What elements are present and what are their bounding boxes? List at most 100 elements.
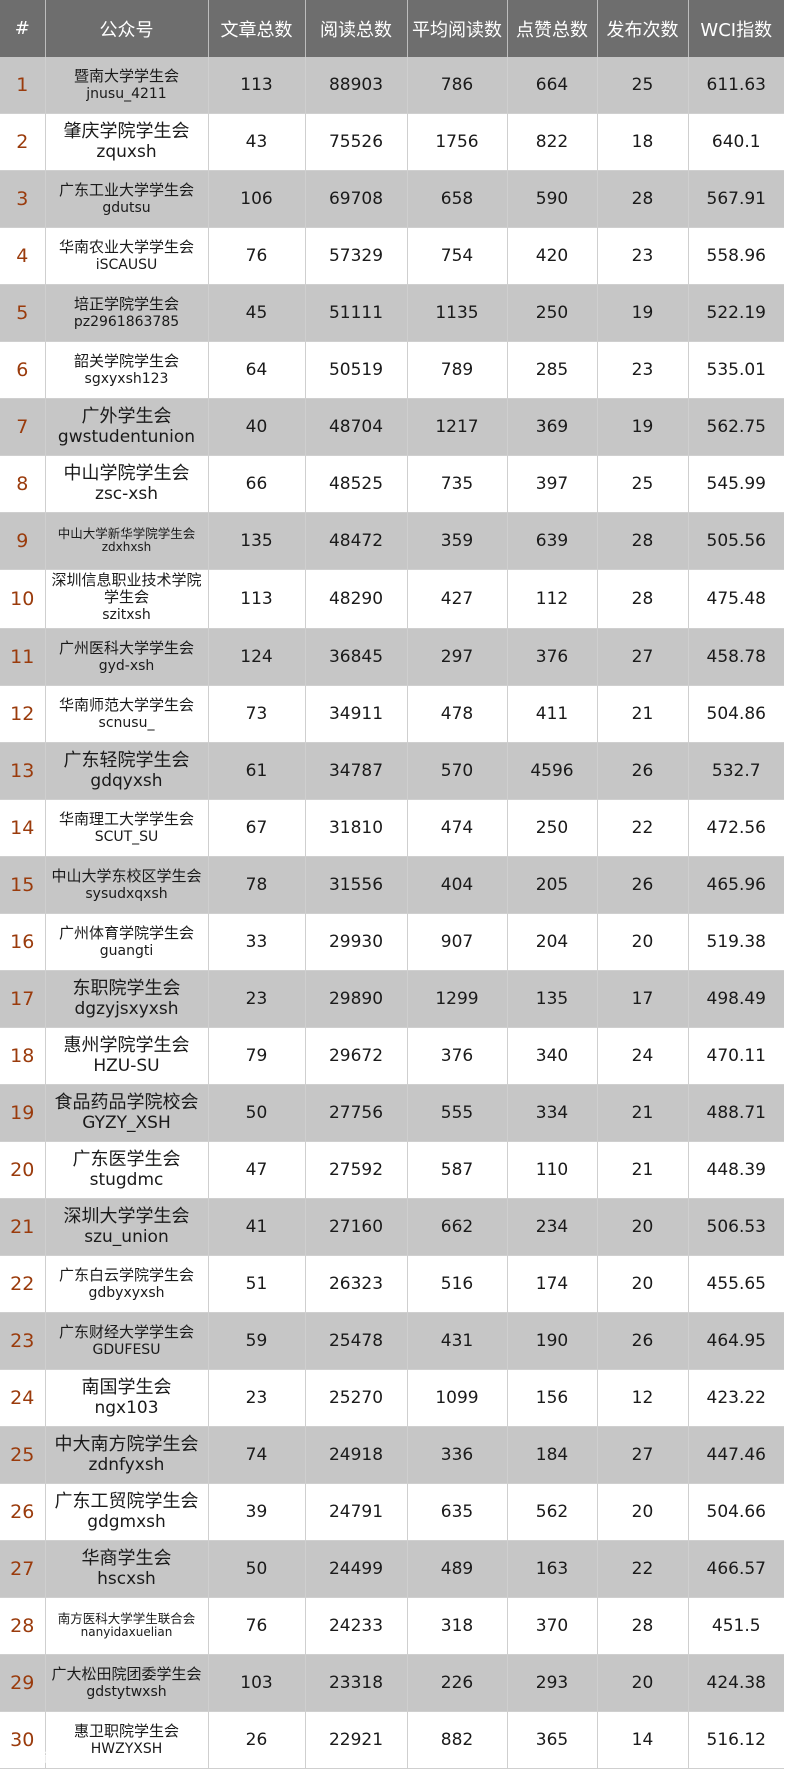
header-posts: 发布次数 <box>597 0 689 57</box>
account-name: 培正学院学生会 <box>73 295 179 314</box>
posts-cell: 26 <box>597 1312 689 1370</box>
posts-cell: 12 <box>597 1369 689 1427</box>
account-id: gdbyxyxsh <box>88 1284 165 1301</box>
reads-cell: 31556 <box>305 856 408 914</box>
avg-reads-cell: 635 <box>407 1483 508 1541</box>
account-id: guangti <box>99 942 154 959</box>
posts-cell: 20 <box>597 913 689 971</box>
wci-cell: 506.53 <box>688 1198 784 1256</box>
account-cell: 华南师范大学学生会 scnusu_ <box>45 685 209 743</box>
account-id: GDUFESU <box>92 1341 161 1358</box>
articles-cell: 76 <box>208 1597 306 1655</box>
avg-reads-cell: 570 <box>407 742 508 800</box>
reads-cell: 48472 <box>305 512 408 570</box>
rank-cell: 13 <box>0 742 46 800</box>
reads-cell: 23318 <box>305 1654 408 1712</box>
account-id: iSCAUSU <box>95 256 158 273</box>
posts-cell: 23 <box>597 341 689 399</box>
wci-cell: 562.75 <box>688 398 784 456</box>
articles-cell: 135 <box>208 512 306 570</box>
account-name: 惠州学院学生会 <box>63 1034 190 1056</box>
rank-cell: 3 <box>0 170 46 228</box>
account-cell: 广东医学生会 stugdmc <box>45 1141 209 1199</box>
account-name: 东职院学生会 <box>72 977 181 999</box>
wci-cell: 498.49 <box>688 970 784 1028</box>
table-row: 11 广州医科大学学生会 gyd-xsh 124 36845 297 376 27 458.78 <box>0 628 784 686</box>
posts-cell: 27 <box>597 1426 689 1484</box>
avg-reads-cell: 735 <box>407 455 508 513</box>
reads-cell: 48704 <box>305 398 408 456</box>
likes-cell: 293 <box>507 1654 598 1712</box>
rank-cell: 23 <box>0 1312 46 1370</box>
table-row: 29 广大松田院团委学生会 gdstytwxsh 103 23318 226 293 20 42… <box>0 1654 784 1712</box>
avg-reads-cell: 376 <box>407 1027 508 1085</box>
articles-cell: 50 <box>208 1084 306 1142</box>
posts-cell: 20 <box>597 1483 689 1541</box>
account-name: 中大南方院学生会 <box>54 1433 199 1455</box>
likes-cell: 112 <box>507 569 598 629</box>
account-id: gyd-xsh <box>98 657 155 674</box>
account-cell: 中山学院学生会 zsc-xsh <box>45 455 209 513</box>
account-name: 广东工业大学学生会 <box>58 181 194 200</box>
account-id: HZU-SU <box>93 1055 160 1076</box>
account-name: 华南农业大学学生会 <box>58 238 194 257</box>
avg-reads-cell: 1756 <box>407 113 508 171</box>
rank-cell: 5 <box>0 284 46 342</box>
articles-cell: 33 <box>208 913 306 971</box>
likes-cell: 163 <box>507 1540 598 1598</box>
avg-reads-cell: 1299 <box>407 970 508 1028</box>
wci-cell: 558.96 <box>688 227 784 285</box>
posts-cell: 22 <box>597 1540 689 1598</box>
posts-cell: 20 <box>597 1255 689 1313</box>
account-name: 广东轻院学生会 <box>63 749 190 771</box>
rank-cell: 22 <box>0 1255 46 1313</box>
table-header: # 公众号 文章总数 阅读总数 平均阅读数 点赞总数 发布次数 WCI指数 <box>0 0 784 57</box>
avg-reads-cell: 336 <box>407 1426 508 1484</box>
account-cell: 惠卫职院学生会 HWZYXSH <box>45 1711 209 1769</box>
table-row: 9 中山大学新华学院学生会 zdxhxsh 135 48472 359 639 28 505.5… <box>0 512 784 570</box>
reads-cell: 26323 <box>305 1255 408 1313</box>
articles-cell: 40 <box>208 398 306 456</box>
posts-cell: 17 <box>597 970 689 1028</box>
account-name: 食品药品学院校会 <box>54 1091 199 1113</box>
account-name: 深圳大学学生会 <box>63 1205 190 1227</box>
table-row: 23 广东财经大学学生会 GDUFESU 59 25478 431 190 26 464.95 <box>0 1312 784 1370</box>
account-cell: 中山大学新华学院学生会 zdxhxsh <box>45 512 209 570</box>
rank-cell: 14 <box>0 799 46 857</box>
articles-cell: 76 <box>208 227 306 285</box>
account-cell: 中山大学东校区学生会 sysudxqxsh <box>45 856 209 914</box>
reads-cell: 25478 <box>305 1312 408 1370</box>
posts-cell: 24 <box>597 1027 689 1085</box>
reads-cell: 29930 <box>305 913 408 971</box>
avg-reads-cell: 1099 <box>407 1369 508 1427</box>
wci-cell: 466.57 <box>688 1540 784 1598</box>
account-cell: 广东轻院学生会 gdqyxsh <box>45 742 209 800</box>
rank-cell: 16 <box>0 913 46 971</box>
likes-cell: 205 <box>507 856 598 914</box>
table-body: 1 暨南大学学生会 jnusu_4211 113 88903 786 664 25 611.63… <box>0 57 784 1769</box>
wci-cell: 423.22 <box>688 1369 784 1427</box>
account-id: HWZYXSH <box>90 1740 163 1757</box>
wci-cell: 464.95 <box>688 1312 784 1370</box>
articles-cell: 74 <box>208 1426 306 1484</box>
account-name: 广州医科大学学生会 <box>58 639 194 658</box>
reads-cell: 22921 <box>305 1711 408 1769</box>
account-cell: 广东工贸院学生会 gdgmxsh <box>45 1483 209 1541</box>
avg-reads-cell: 1135 <box>407 284 508 342</box>
account-id: zdxhxsh <box>101 540 152 555</box>
articles-cell: 103 <box>208 1654 306 1712</box>
rank-cell: 7 <box>0 398 46 456</box>
articles-cell: 73 <box>208 685 306 743</box>
likes-cell: 369 <box>507 398 598 456</box>
likes-cell: 340 <box>507 1027 598 1085</box>
avg-reads-cell: 786 <box>407 57 508 114</box>
rank-cell: 19 <box>0 1084 46 1142</box>
rank-cell: 6 <box>0 341 46 399</box>
articles-cell: 66 <box>208 455 306 513</box>
likes-cell: 376 <box>507 628 598 686</box>
account-name: 广大松田院团委学生会 <box>51 1665 202 1684</box>
reads-cell: 27160 <box>305 1198 408 1256</box>
table-row: 24 南国学生会 ngx103 23 25270 1099 156 12 423.22 <box>0 1369 784 1427</box>
table-row: 8 中山学院学生会 zsc-xsh 66 48525 735 397 25 545.99 <box>0 455 784 513</box>
reads-cell: 57329 <box>305 227 408 285</box>
